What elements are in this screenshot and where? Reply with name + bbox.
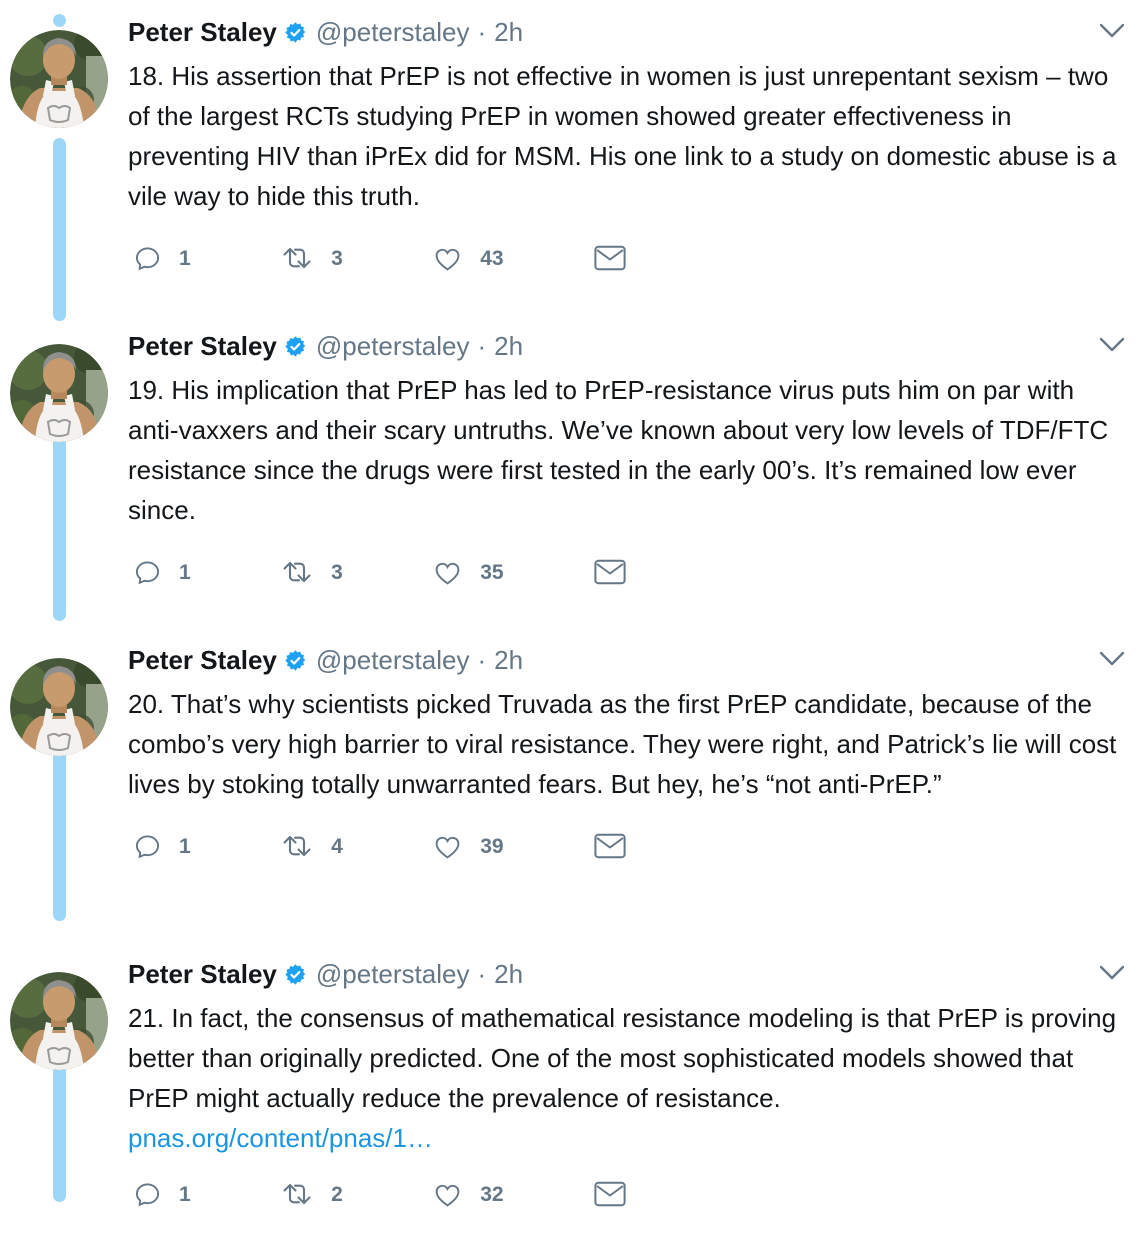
user-handle[interactable]: @peterstaley bbox=[315, 645, 470, 675]
tweet-actions: 1 4 39 bbox=[134, 828, 626, 864]
verified-badge-icon bbox=[284, 963, 307, 986]
envelope-icon bbox=[594, 833, 626, 859]
retweet-button[interactable]: 3 bbox=[281, 245, 343, 271]
chevron-down-icon[interactable] bbox=[1098, 336, 1126, 354]
envelope-icon bbox=[594, 559, 626, 585]
display-name[interactable]: Peter Staley bbox=[128, 959, 277, 989]
tweet-actions: 1 3 43 bbox=[134, 240, 626, 276]
reply-button[interactable]: 1 bbox=[134, 559, 191, 586]
heart-icon bbox=[433, 559, 462, 586]
retweet-button[interactable]: 4 bbox=[281, 833, 343, 859]
envelope-icon bbox=[594, 245, 626, 271]
heart-icon bbox=[433, 833, 462, 860]
verified-badge-icon bbox=[284, 21, 307, 44]
thread-line bbox=[53, 138, 66, 321]
timestamp[interactable]: 2h bbox=[494, 959, 524, 989]
reply-count: 1 bbox=[179, 834, 191, 858]
thread-line bbox=[53, 14, 66, 27]
thread-line bbox=[53, 435, 66, 621]
tweet-link[interactable]: pnas.org/content/pnas/1… bbox=[128, 1123, 433, 1153]
dm-button[interactable] bbox=[594, 559, 626, 585]
user-handle[interactable]: @peterstaley bbox=[315, 17, 470, 47]
dm-button[interactable] bbox=[594, 245, 626, 271]
verified-badge-icon bbox=[284, 335, 307, 358]
avatar[interactable] bbox=[10, 658, 108, 756]
avatar[interactable] bbox=[10, 344, 108, 442]
like-count: 43 bbox=[480, 246, 504, 270]
thread-line bbox=[53, 1037, 66, 1202]
tweet-header: Peter Staley @peterstaley · 2h bbox=[128, 14, 1130, 50]
tweet[interactable]: Peter Staley @peterstaley · 2h 19. His i… bbox=[0, 328, 1140, 628]
retweet-button[interactable]: 2 bbox=[281, 1181, 343, 1207]
timestamp[interactable]: 2h bbox=[494, 645, 524, 675]
like-button[interactable]: 43 bbox=[433, 245, 504, 272]
reply-icon bbox=[134, 559, 161, 586]
display-name[interactable]: Peter Staley bbox=[128, 17, 277, 47]
retweet-icon bbox=[281, 833, 313, 859]
retweet-icon bbox=[281, 245, 313, 271]
tweet[interactable]: Peter Staley @peterstaley · 2h 21. In fa… bbox=[0, 956, 1140, 1250]
meta-separator: · bbox=[477, 645, 487, 675]
chevron-down-icon[interactable] bbox=[1098, 650, 1126, 668]
meta-separator: · bbox=[477, 331, 487, 361]
avatar[interactable] bbox=[10, 30, 108, 128]
tweet[interactable]: Peter Staley @peterstaley · 2h 20. That’… bbox=[0, 642, 1140, 942]
heart-icon bbox=[433, 1181, 462, 1208]
reply-icon bbox=[134, 1181, 161, 1208]
tweet-text: 21. In fact, the consensus of mathematic… bbox=[128, 1003, 1117, 1113]
dm-button[interactable] bbox=[594, 833, 626, 859]
user-handle[interactable]: @peterstaley bbox=[315, 331, 470, 361]
envelope-icon bbox=[594, 1181, 626, 1207]
tweet-header: Peter Staley @peterstaley · 2h bbox=[128, 328, 1130, 364]
thread-line bbox=[53, 735, 66, 921]
retweet-button[interactable]: 3 bbox=[281, 559, 343, 585]
display-name[interactable]: Peter Staley bbox=[128, 331, 277, 361]
timestamp[interactable]: 2h bbox=[494, 17, 524, 47]
tweet-actions: 1 3 35 bbox=[134, 554, 626, 590]
like-button[interactable]: 35 bbox=[433, 559, 504, 586]
avatar[interactable] bbox=[10, 972, 108, 1070]
tweet-thread: Peter Staley @peterstaley · 2h 18. His a… bbox=[0, 14, 1140, 1208]
tweet-text: 18. His assertion that PrEP is not effec… bbox=[128, 61, 1117, 211]
meta-separator: · bbox=[477, 17, 487, 47]
tweet-header: Peter Staley @peterstaley · 2h bbox=[128, 642, 1130, 678]
reply-button[interactable]: 1 bbox=[134, 245, 191, 272]
like-count: 35 bbox=[480, 560, 504, 584]
retweet-count: 3 bbox=[331, 246, 343, 270]
retweet-icon bbox=[281, 559, 313, 585]
chevron-down-icon[interactable] bbox=[1098, 964, 1126, 982]
like-button[interactable]: 32 bbox=[433, 1181, 504, 1208]
retweet-icon bbox=[281, 1181, 313, 1207]
timestamp[interactable]: 2h bbox=[494, 331, 524, 361]
tweet[interactable]: Peter Staley @peterstaley · 2h 18. His a… bbox=[0, 14, 1140, 314]
verified-badge-icon bbox=[284, 649, 307, 672]
chevron-down-icon[interactable] bbox=[1098, 22, 1126, 40]
reply-icon bbox=[134, 245, 161, 272]
reply-icon bbox=[134, 833, 161, 860]
like-count: 39 bbox=[480, 834, 504, 858]
like-button[interactable]: 39 bbox=[433, 833, 504, 860]
reply-button[interactable]: 1 bbox=[134, 833, 191, 860]
user-handle[interactable]: @peterstaley bbox=[315, 959, 470, 989]
dm-button[interactable] bbox=[594, 1181, 626, 1207]
tweet-header: Peter Staley @peterstaley · 2h bbox=[128, 956, 1130, 992]
tweet-text: 19. His implication that PrEP has led to… bbox=[128, 375, 1109, 525]
reply-count: 1 bbox=[179, 1182, 191, 1206]
retweet-count: 2 bbox=[331, 1182, 343, 1206]
tweet-text: 20. That’s why scientists picked Truvada… bbox=[128, 689, 1117, 799]
heart-icon bbox=[433, 245, 462, 272]
meta-separator: · bbox=[477, 959, 487, 989]
retweet-count: 3 bbox=[331, 560, 343, 584]
reply-count: 1 bbox=[179, 246, 191, 270]
like-count: 32 bbox=[480, 1182, 504, 1206]
retweet-count: 4 bbox=[331, 834, 343, 858]
reply-button[interactable]: 1 bbox=[134, 1181, 191, 1208]
tweet-actions: 1 2 32 bbox=[134, 1176, 626, 1212]
reply-count: 1 bbox=[179, 560, 191, 584]
display-name[interactable]: Peter Staley bbox=[128, 645, 277, 675]
